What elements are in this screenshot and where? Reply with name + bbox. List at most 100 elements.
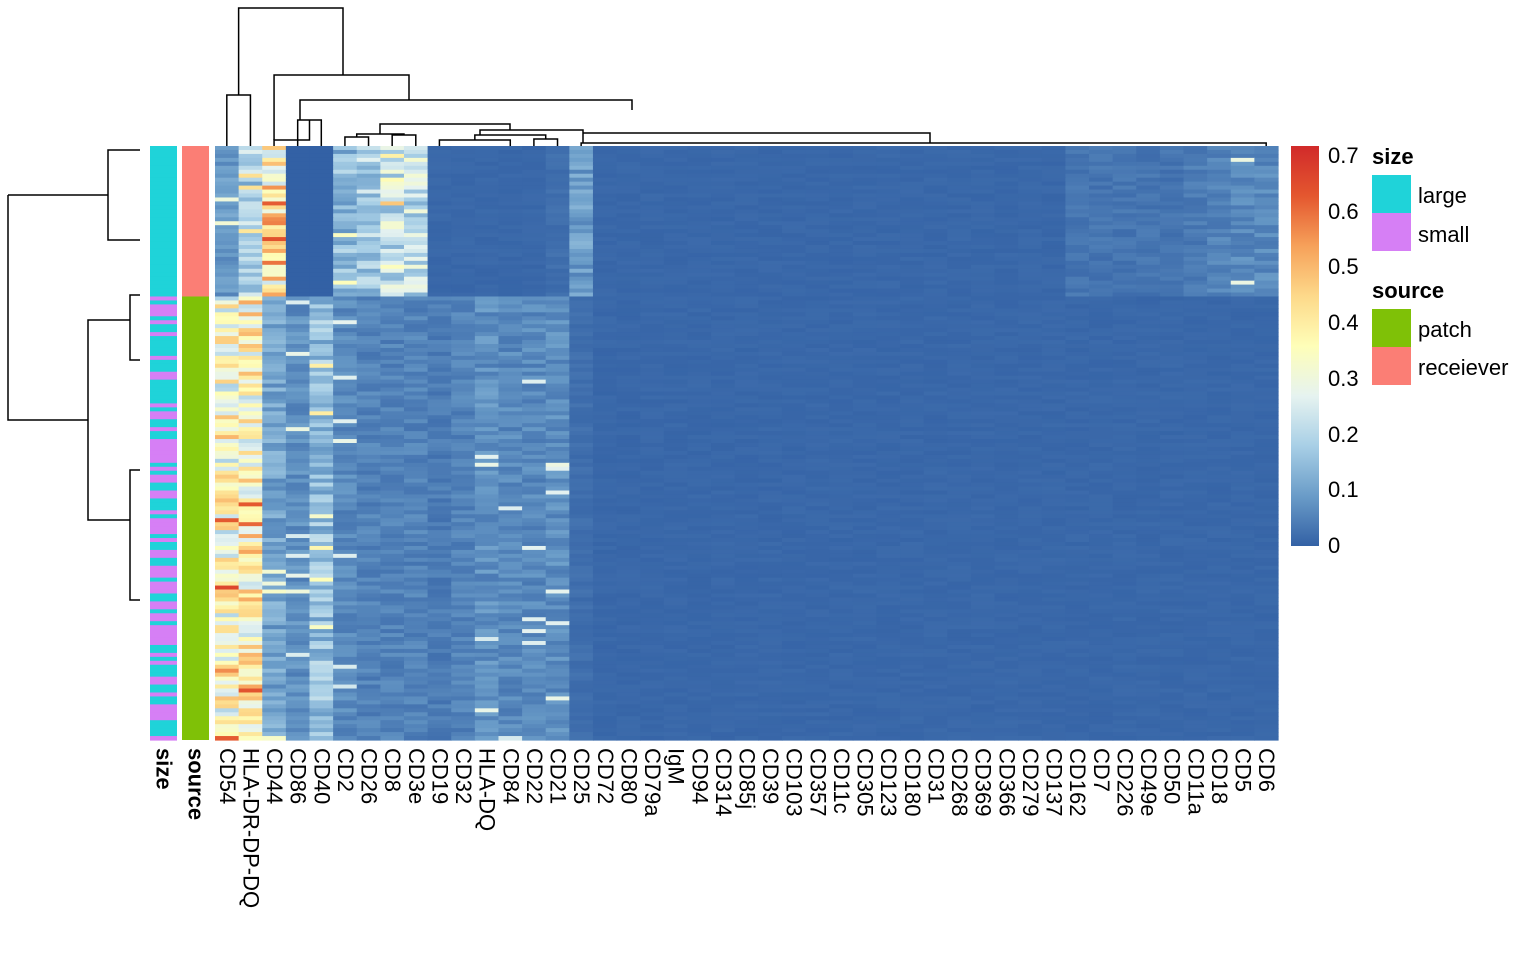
heatmap-cell xyxy=(592,229,618,234)
heatmap-cell xyxy=(451,276,476,282)
heatmap-cell xyxy=(1018,185,1043,191)
heatmap-cell xyxy=(1183,169,1208,175)
heatmap-cell xyxy=(451,359,476,365)
heatmap-cell xyxy=(356,149,381,155)
heatmap-cell xyxy=(1089,458,1114,464)
heatmap-cell xyxy=(474,391,500,397)
heatmap-cell xyxy=(380,189,405,195)
heatmap-cell xyxy=(876,379,901,385)
heatmap-cell xyxy=(333,312,358,317)
heatmap-cell xyxy=(1041,280,1066,286)
heatmap-cell xyxy=(687,534,712,539)
heatmap-cell xyxy=(592,221,618,226)
heatmap-cell xyxy=(1089,268,1114,274)
heatmap-cell xyxy=(309,474,334,480)
heatmap-cell xyxy=(451,518,476,523)
heatmap-cell xyxy=(356,379,381,385)
heatmap-cell xyxy=(1183,478,1208,484)
heatmap-cell xyxy=(427,411,452,416)
heatmap-cell xyxy=(711,427,736,432)
heatmap-cell xyxy=(545,553,570,559)
heatmap-cell xyxy=(970,446,996,452)
heatmap-cell xyxy=(663,379,689,385)
heatmap-cell xyxy=(356,312,381,317)
heatmap-cell xyxy=(970,379,996,385)
heatmap-cell xyxy=(545,387,570,393)
heatmap-cell xyxy=(427,375,452,381)
heatmap-cell xyxy=(522,569,547,575)
heatmap-cell xyxy=(569,577,594,583)
heatmap-cell xyxy=(569,276,594,282)
heatmap-cell xyxy=(1159,383,1185,389)
heatmap-cell xyxy=(923,379,948,385)
heatmap-cell xyxy=(1041,569,1066,575)
heatmap-cell xyxy=(970,569,996,575)
heatmap-cell xyxy=(1065,458,1090,464)
heatmap-cell xyxy=(592,276,618,282)
heatmap-cell xyxy=(1065,545,1090,551)
heatmap-cell xyxy=(238,411,263,416)
heatmap-cell xyxy=(900,177,925,183)
heatmap-cell xyxy=(333,336,358,341)
heatmap-cell xyxy=(474,573,500,579)
heatmap-cell xyxy=(687,375,712,381)
heatmap-cell xyxy=(1089,217,1114,222)
heatmap-cell xyxy=(711,367,736,373)
heatmap-cell xyxy=(1112,316,1137,321)
heatmap-cell xyxy=(1041,237,1066,242)
heatmap-cell xyxy=(900,415,925,420)
heatmap-cell xyxy=(947,336,972,341)
heatmap-cell xyxy=(711,280,736,286)
heatmap-cell xyxy=(498,292,523,298)
heatmap-cell xyxy=(1041,324,1066,329)
heatmap-cell xyxy=(923,324,948,329)
heatmap-cell xyxy=(522,395,547,401)
heatmap-cell xyxy=(262,268,287,274)
heatmap-cell xyxy=(970,534,996,539)
heatmap-cell xyxy=(758,557,783,563)
heatmap-cell xyxy=(1065,355,1090,361)
heatmap-cell xyxy=(947,288,972,294)
heatmap-cell xyxy=(498,363,523,369)
heatmap-cell xyxy=(994,534,1019,539)
heatmap-cell xyxy=(1018,241,1043,246)
heatmap-cell xyxy=(592,411,618,416)
heatmap-cell xyxy=(734,542,759,547)
heatmap-cell xyxy=(569,300,594,305)
heatmap-cell xyxy=(852,399,878,404)
heatmap-cell xyxy=(592,534,618,539)
heatmap-cell xyxy=(711,324,736,329)
heatmap-cell xyxy=(829,344,854,349)
heatmap-cell xyxy=(380,268,405,274)
heatmap-cell xyxy=(663,466,689,472)
heatmap-cell xyxy=(545,161,570,167)
heatmap-cell xyxy=(687,173,712,179)
heatmap-cell xyxy=(1159,573,1185,579)
heatmap-cell xyxy=(238,280,263,286)
heatmap-cell xyxy=(451,391,476,397)
heatmap-cell xyxy=(569,149,594,155)
heatmap-cell xyxy=(545,363,570,369)
heatmap-cell xyxy=(403,577,429,583)
heatmap-cell xyxy=(1041,391,1066,397)
heatmap-cell xyxy=(309,173,334,179)
heatmap-cell xyxy=(427,292,452,298)
heatmap-cell xyxy=(522,312,547,317)
heatmap-cell xyxy=(1207,359,1232,365)
heatmap-cell xyxy=(1159,157,1185,163)
heatmap-cell xyxy=(1183,450,1208,456)
heatmap-cell xyxy=(356,292,381,298)
heatmap-cell xyxy=(994,217,1019,222)
heatmap-cell xyxy=(215,482,240,488)
heatmap-cell xyxy=(994,411,1019,416)
heatmap-cell xyxy=(1018,347,1043,353)
heatmap-cell xyxy=(687,161,712,167)
heatmap-cell xyxy=(333,149,358,155)
heatmap-cell xyxy=(356,466,381,472)
heatmap-cell xyxy=(900,264,925,270)
heatmap-cell xyxy=(616,173,641,179)
heatmap-cell xyxy=(640,217,665,222)
heatmap-cell xyxy=(1254,351,1279,357)
heatmap-cell xyxy=(687,387,712,393)
heatmap-cell xyxy=(545,149,570,155)
